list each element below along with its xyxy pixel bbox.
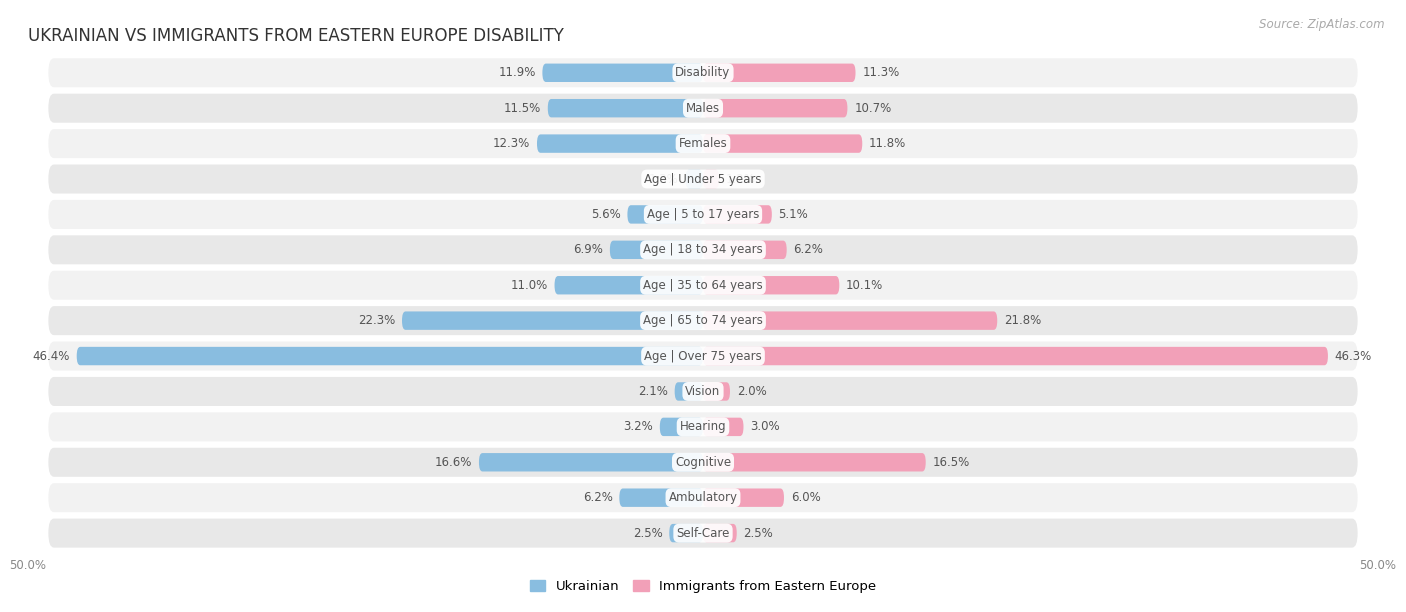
- FancyBboxPatch shape: [48, 94, 1358, 123]
- Text: 6.0%: 6.0%: [790, 491, 821, 504]
- FancyBboxPatch shape: [48, 200, 1358, 229]
- FancyBboxPatch shape: [703, 417, 744, 436]
- Text: 10.7%: 10.7%: [855, 102, 891, 114]
- Text: 22.3%: 22.3%: [359, 314, 395, 327]
- FancyBboxPatch shape: [48, 341, 1358, 371]
- Text: Age | 18 to 34 years: Age | 18 to 34 years: [643, 244, 763, 256]
- FancyBboxPatch shape: [479, 453, 703, 471]
- FancyBboxPatch shape: [77, 347, 703, 365]
- Text: 5.1%: 5.1%: [779, 208, 808, 221]
- FancyBboxPatch shape: [703, 347, 1327, 365]
- Text: Age | Over 75 years: Age | Over 75 years: [644, 349, 762, 362]
- Text: 2.5%: 2.5%: [744, 526, 773, 540]
- Text: Age | 5 to 17 years: Age | 5 to 17 years: [647, 208, 759, 221]
- FancyBboxPatch shape: [703, 64, 855, 82]
- FancyBboxPatch shape: [48, 235, 1358, 264]
- Text: 1.2%: 1.2%: [725, 173, 756, 185]
- Text: Source: ZipAtlas.com: Source: ZipAtlas.com: [1260, 18, 1385, 31]
- FancyBboxPatch shape: [548, 99, 703, 118]
- FancyBboxPatch shape: [48, 129, 1358, 158]
- FancyBboxPatch shape: [703, 170, 720, 188]
- FancyBboxPatch shape: [703, 312, 997, 330]
- FancyBboxPatch shape: [619, 488, 703, 507]
- FancyBboxPatch shape: [48, 271, 1358, 300]
- FancyBboxPatch shape: [48, 518, 1358, 548]
- FancyBboxPatch shape: [554, 276, 703, 294]
- Text: Disability: Disability: [675, 66, 731, 80]
- Text: Age | 65 to 74 years: Age | 65 to 74 years: [643, 314, 763, 327]
- FancyBboxPatch shape: [703, 453, 925, 471]
- Text: 6.2%: 6.2%: [793, 244, 824, 256]
- FancyBboxPatch shape: [48, 306, 1358, 335]
- FancyBboxPatch shape: [686, 170, 703, 188]
- Text: 6.9%: 6.9%: [574, 244, 603, 256]
- Text: 11.0%: 11.0%: [510, 278, 548, 292]
- Text: 46.3%: 46.3%: [1334, 349, 1372, 362]
- FancyBboxPatch shape: [703, 488, 785, 507]
- FancyBboxPatch shape: [669, 524, 703, 542]
- Text: 12.3%: 12.3%: [494, 137, 530, 150]
- Text: Hearing: Hearing: [679, 420, 727, 433]
- Text: 2.0%: 2.0%: [737, 385, 766, 398]
- FancyBboxPatch shape: [703, 276, 839, 294]
- FancyBboxPatch shape: [703, 241, 787, 259]
- Text: 5.6%: 5.6%: [591, 208, 620, 221]
- Text: 16.5%: 16.5%: [932, 456, 970, 469]
- FancyBboxPatch shape: [703, 135, 862, 153]
- Text: 3.0%: 3.0%: [751, 420, 780, 433]
- Text: 6.2%: 6.2%: [582, 491, 613, 504]
- FancyBboxPatch shape: [48, 377, 1358, 406]
- FancyBboxPatch shape: [703, 524, 737, 542]
- Text: Females: Females: [679, 137, 727, 150]
- FancyBboxPatch shape: [703, 382, 730, 401]
- FancyBboxPatch shape: [48, 483, 1358, 512]
- Text: 10.1%: 10.1%: [846, 278, 883, 292]
- Text: 11.8%: 11.8%: [869, 137, 907, 150]
- Text: Males: Males: [686, 102, 720, 114]
- FancyBboxPatch shape: [675, 382, 703, 401]
- FancyBboxPatch shape: [659, 417, 703, 436]
- Text: 2.5%: 2.5%: [633, 526, 662, 540]
- FancyBboxPatch shape: [48, 448, 1358, 477]
- Text: Vision: Vision: [685, 385, 721, 398]
- FancyBboxPatch shape: [48, 58, 1358, 88]
- Legend: Ukrainian, Immigrants from Eastern Europe: Ukrainian, Immigrants from Eastern Europ…: [524, 575, 882, 599]
- Text: Age | Under 5 years: Age | Under 5 years: [644, 173, 762, 185]
- Text: Self-Care: Self-Care: [676, 526, 730, 540]
- Text: 2.1%: 2.1%: [638, 385, 668, 398]
- FancyBboxPatch shape: [48, 165, 1358, 193]
- Text: 11.3%: 11.3%: [862, 66, 900, 80]
- FancyBboxPatch shape: [48, 412, 1358, 441]
- FancyBboxPatch shape: [402, 312, 703, 330]
- Text: UKRAINIAN VS IMMIGRANTS FROM EASTERN EUROPE DISABILITY: UKRAINIAN VS IMMIGRANTS FROM EASTERN EUR…: [28, 27, 564, 45]
- Text: 21.8%: 21.8%: [1004, 314, 1042, 327]
- Text: 11.5%: 11.5%: [503, 102, 541, 114]
- Text: 46.4%: 46.4%: [32, 349, 70, 362]
- FancyBboxPatch shape: [537, 135, 703, 153]
- Text: 11.9%: 11.9%: [498, 66, 536, 80]
- FancyBboxPatch shape: [627, 205, 703, 223]
- FancyBboxPatch shape: [610, 241, 703, 259]
- Text: 1.3%: 1.3%: [650, 173, 679, 185]
- Text: Cognitive: Cognitive: [675, 456, 731, 469]
- FancyBboxPatch shape: [703, 99, 848, 118]
- Text: Age | 35 to 64 years: Age | 35 to 64 years: [643, 278, 763, 292]
- Text: 16.6%: 16.6%: [434, 456, 472, 469]
- Text: Ambulatory: Ambulatory: [668, 491, 738, 504]
- FancyBboxPatch shape: [703, 205, 772, 223]
- Text: 3.2%: 3.2%: [623, 420, 652, 433]
- FancyBboxPatch shape: [543, 64, 703, 82]
